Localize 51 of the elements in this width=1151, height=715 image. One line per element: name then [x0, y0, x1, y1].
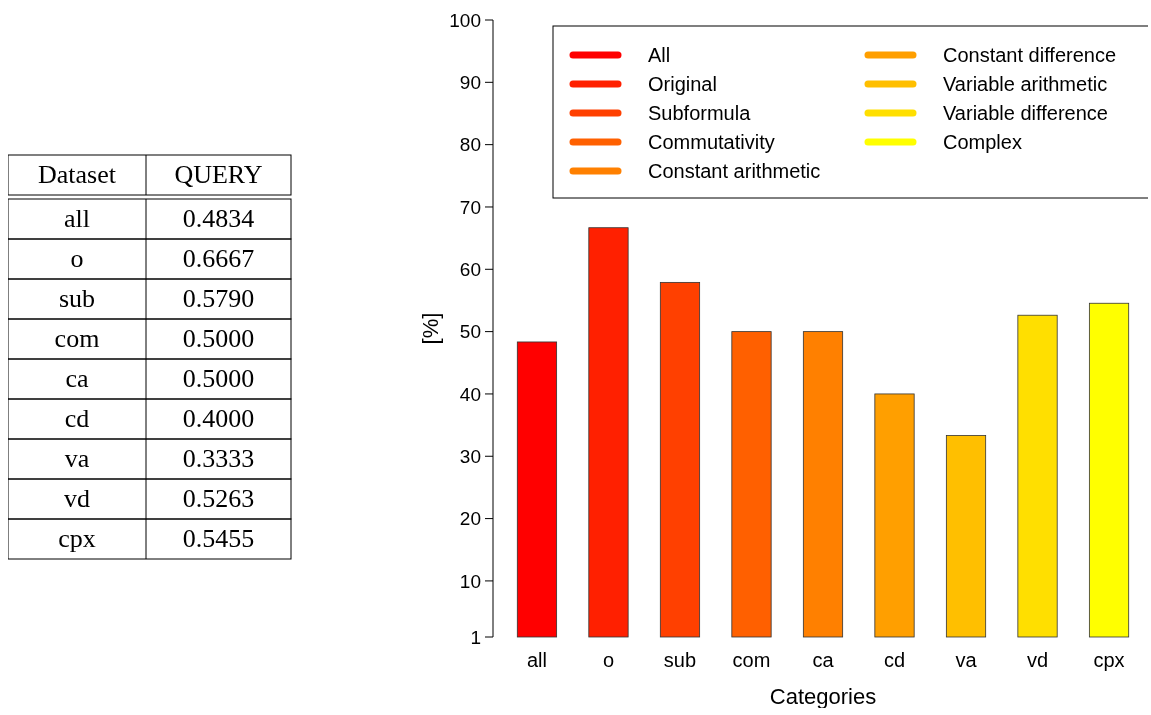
legend-label: Variable difference [943, 102, 1108, 124]
legend-label: Subformula [648, 102, 752, 124]
y-tick-label: 50 [459, 321, 481, 343]
text: 0.5455 [182, 524, 255, 553]
legend-label: Variable arithmetic [943, 73, 1108, 95]
x-tick-label: cd [883, 649, 906, 671]
legend-label: Constant difference [943, 44, 1117, 66]
category-label: va [64, 444, 90, 473]
y-axis-title: [%] [418, 312, 443, 345]
text: 0.3333 [182, 444, 255, 473]
y-tick-label: 30 [459, 445, 481, 467]
category-label: all [64, 204, 90, 233]
category-label: sub [58, 284, 96, 313]
x-tick-label: cpx [1093, 649, 1125, 671]
legend-label: Complex [943, 131, 1022, 153]
x-tick-label: vd [1026, 649, 1049, 671]
x-tick-label: all [526, 649, 547, 671]
legend-label: All [648, 44, 671, 66]
text: 0.5263 [182, 484, 255, 513]
x-tick-label: ca [812, 649, 835, 671]
text: QUERY [174, 160, 263, 189]
text: 0.5000 [182, 324, 255, 353]
y-tick-label: 40 [459, 383, 481, 405]
category-label: cpx [58, 524, 96, 553]
x-tick-label: va [955, 649, 978, 671]
y-tick-label: 60 [459, 258, 481, 280]
category-label: com [54, 324, 100, 353]
text: 0.5000 [182, 364, 255, 393]
text: Dataset [38, 160, 117, 189]
y-tick-label: 70 [459, 196, 481, 218]
x-axis-title: Categories [769, 684, 877, 709]
y-tick-label: 100 [449, 9, 481, 31]
category-label: ca [65, 364, 89, 393]
legend-label: Original [648, 73, 717, 95]
text: 0.6667 [182, 244, 255, 273]
legend-label: Constant arithmetic [648, 160, 821, 182]
category-label: cd [64, 404, 90, 433]
y-tick-label: 20 [459, 508, 481, 530]
legend-label: Commutativity [648, 131, 775, 153]
text: 0.4834 [182, 204, 255, 233]
y-tick-label: 80 [459, 134, 481, 156]
x-tick-label: o [602, 649, 615, 671]
category-label: o [70, 244, 84, 273]
y-tick-label: 90 [459, 71, 481, 93]
y-tick-label: 10 [459, 570, 481, 592]
x-tick-label: com [732, 649, 771, 671]
y-tick-label: 1 [470, 626, 481, 648]
text: 0.4000 [182, 404, 255, 433]
category-label: vd [64, 484, 90, 513]
x-tick-label: sub [663, 649, 697, 671]
text: 0.5790 [182, 284, 255, 313]
